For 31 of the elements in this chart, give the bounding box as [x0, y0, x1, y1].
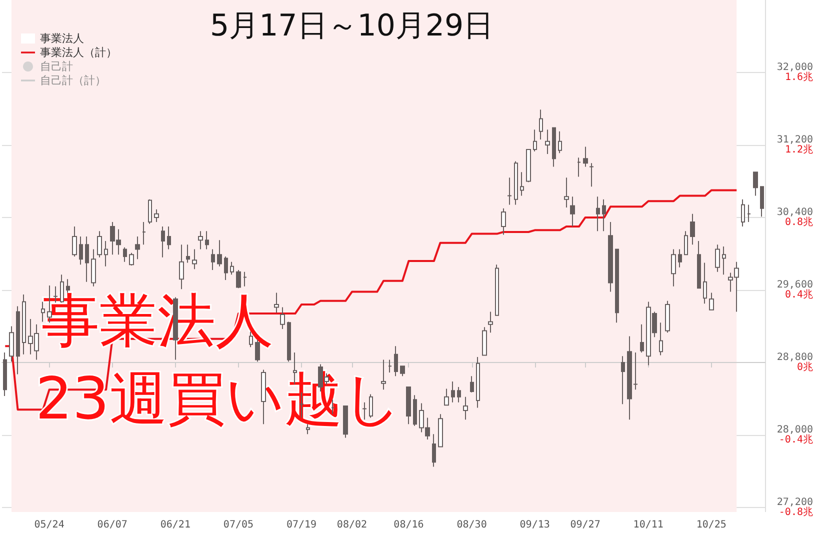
- x-tick-label: 05/24: [34, 520, 64, 530]
- y-tick-label: 28,800: [776, 352, 813, 363]
- x-tick-label: 09/13: [520, 520, 550, 530]
- chart-title: 5月17日～10月29日: [210, 8, 494, 44]
- x-tick-label: 08/16: [394, 520, 424, 530]
- y2-tick-label: 0.4兆: [784, 288, 813, 300]
- y2-tick-label: -0.8兆: [778, 506, 813, 518]
- y-tick-label: 31,200: [776, 134, 813, 146]
- legend-label: 事業法人（計）: [40, 46, 117, 59]
- x-tick-label: 06/21: [160, 520, 190, 530]
- y2-tick-label: 1.6兆: [784, 70, 813, 83]
- x-tick-label: 10/11: [633, 520, 664, 530]
- y-tick-label: 32,000: [776, 62, 813, 73]
- x-tick-label: 07/19: [286, 520, 317, 530]
- y-tick-label: 29,600: [776, 279, 813, 290]
- y2-tick-label: 1.2兆: [784, 143, 813, 156]
- x-tick-label: 08/30: [456, 520, 487, 530]
- y-tick-label: 30,400: [776, 206, 813, 218]
- x-tick-label: 08/02: [336, 520, 368, 530]
- y2-tick-label: 0.8兆: [784, 216, 813, 228]
- y-tick-label: 28,000: [776, 424, 813, 436]
- legend-label: 自己計（計）: [40, 74, 106, 87]
- legend-label: 自己計: [40, 60, 73, 73]
- y2-tick-label: 0兆: [796, 360, 813, 373]
- legend-label: 事業法人: [40, 32, 84, 45]
- y2-tick-label: -0.4兆: [778, 433, 813, 446]
- x-tick-label: 09/27: [570, 520, 600, 530]
- x-tick-label: 06/07: [97, 520, 128, 530]
- x-tick-label: 07/05: [223, 520, 254, 530]
- y-tick-label: 27,200: [776, 496, 813, 508]
- x-tick-label: 10/25: [696, 520, 726, 530]
